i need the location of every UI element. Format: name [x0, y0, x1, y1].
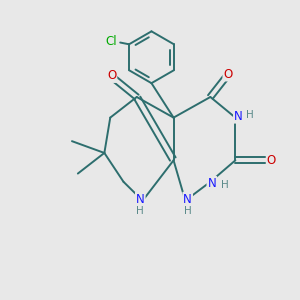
- Text: N: N: [136, 193, 145, 206]
- Text: H: H: [136, 206, 144, 216]
- Text: O: O: [267, 154, 276, 167]
- Text: H: H: [246, 110, 254, 120]
- Text: Cl: Cl: [106, 35, 117, 48]
- Text: H: H: [184, 206, 192, 216]
- Text: H: H: [221, 180, 229, 190]
- Text: O: O: [107, 69, 116, 82]
- Text: N: N: [208, 177, 216, 190]
- Text: O: O: [224, 68, 233, 80]
- Text: N: N: [234, 110, 243, 123]
- Text: N: N: [183, 193, 192, 206]
